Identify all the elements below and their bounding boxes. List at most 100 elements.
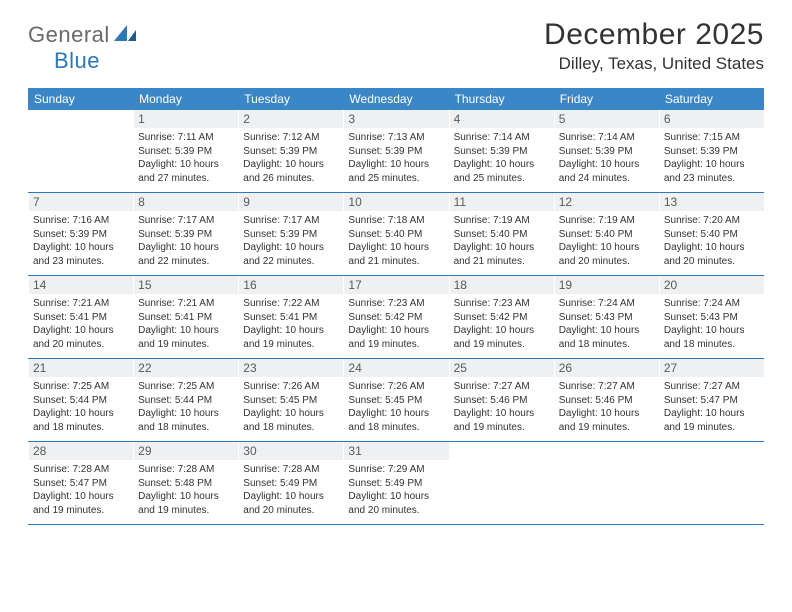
day-number: 16	[239, 276, 343, 294]
sunrise-text: Sunrise: 7:25 AM	[138, 380, 234, 394]
calendar-cell: 9Sunrise: 7:17 AMSunset: 5:39 PMDaylight…	[238, 193, 343, 275]
sunrise-text: Sunrise: 7:15 AM	[664, 131, 760, 145]
day1-text: Daylight: 10 hours	[138, 407, 234, 421]
day1-text: Daylight: 10 hours	[138, 241, 234, 255]
day2-text: and 19 minutes.	[138, 338, 234, 352]
sunrise-text: Sunrise: 7:11 AM	[138, 131, 234, 145]
day-number: 22	[134, 359, 238, 377]
calendar-cell: 25Sunrise: 7:27 AMSunset: 5:46 PMDayligh…	[449, 359, 554, 441]
calendar-cell: 20Sunrise: 7:24 AMSunset: 5:43 PMDayligh…	[659, 276, 764, 358]
day1-text: Daylight: 10 hours	[454, 158, 550, 172]
sunrise-text: Sunrise: 7:23 AM	[348, 297, 444, 311]
sunset-text: Sunset: 5:39 PM	[33, 228, 129, 242]
sunset-text: Sunset: 5:44 PM	[138, 394, 234, 408]
day1-text: Daylight: 10 hours	[348, 241, 444, 255]
day2-text: and 19 minutes.	[243, 338, 339, 352]
sunset-text: Sunset: 5:46 PM	[559, 394, 655, 408]
calendar-cell: 15Sunrise: 7:21 AMSunset: 5:41 PMDayligh…	[133, 276, 238, 358]
day2-text: and 18 minutes.	[348, 421, 444, 435]
day2-text: and 22 minutes.	[138, 255, 234, 269]
calendar-cell: 16Sunrise: 7:22 AMSunset: 5:41 PMDayligh…	[238, 276, 343, 358]
calendar-cell: 18Sunrise: 7:23 AMSunset: 5:42 PMDayligh…	[449, 276, 554, 358]
sunrise-text: Sunrise: 7:28 AM	[243, 463, 339, 477]
day1-text: Daylight: 10 hours	[559, 407, 655, 421]
day2-text: and 19 minutes.	[348, 338, 444, 352]
calendar-cell: 1Sunrise: 7:11 AMSunset: 5:39 PMDaylight…	[133, 110, 238, 192]
calendar-cell: 27Sunrise: 7:27 AMSunset: 5:47 PMDayligh…	[659, 359, 764, 441]
calendar-cell: 30Sunrise: 7:28 AMSunset: 5:49 PMDayligh…	[238, 442, 343, 524]
weekday-header: Sunday	[28, 88, 133, 110]
sunrise-text: Sunrise: 7:28 AM	[33, 463, 129, 477]
sunset-text: Sunset: 5:40 PM	[559, 228, 655, 242]
day2-text: and 24 minutes.	[559, 172, 655, 186]
sunrise-text: Sunrise: 7:27 AM	[454, 380, 550, 394]
weekday-header: Thursday	[449, 88, 554, 110]
sunrise-text: Sunrise: 7:12 AM	[243, 131, 339, 145]
day1-text: Daylight: 10 hours	[348, 158, 444, 172]
sunrise-text: Sunrise: 7:28 AM	[138, 463, 234, 477]
sunrise-text: Sunrise: 7:27 AM	[664, 380, 760, 394]
day2-text: and 26 minutes.	[243, 172, 339, 186]
sunset-text: Sunset: 5:39 PM	[454, 145, 550, 159]
calendar-cell: 12Sunrise: 7:19 AMSunset: 5:40 PMDayligh…	[554, 193, 659, 275]
sunrise-text: Sunrise: 7:26 AM	[243, 380, 339, 394]
day2-text: and 25 minutes.	[454, 172, 550, 186]
logo-text-blue: Blue	[54, 48, 100, 73]
month-title: December 2025	[544, 18, 764, 52]
day-number: 18	[450, 276, 554, 294]
day-number: 13	[660, 193, 764, 211]
sunset-text: Sunset: 5:41 PM	[138, 311, 234, 325]
day2-text: and 19 minutes.	[664, 421, 760, 435]
sunrise-text: Sunrise: 7:18 AM	[348, 214, 444, 228]
day2-text: and 20 minutes.	[33, 338, 129, 352]
sunset-text: Sunset: 5:39 PM	[138, 145, 234, 159]
calendar-cell: 4Sunrise: 7:14 AMSunset: 5:39 PMDaylight…	[449, 110, 554, 192]
sunrise-text: Sunrise: 7:27 AM	[559, 380, 655, 394]
calendar-cell-empty	[28, 110, 133, 192]
day-number: 24	[344, 359, 448, 377]
day-number: 26	[555, 359, 659, 377]
weekday-header: Monday	[133, 88, 238, 110]
calendar-cell: 11Sunrise: 7:19 AMSunset: 5:40 PMDayligh…	[449, 193, 554, 275]
sunset-text: Sunset: 5:40 PM	[664, 228, 760, 242]
day-number: 14	[29, 276, 133, 294]
day1-text: Daylight: 10 hours	[664, 324, 760, 338]
sunset-text: Sunset: 5:45 PM	[243, 394, 339, 408]
weekday-header: Friday	[554, 88, 659, 110]
calendar-cell: 29Sunrise: 7:28 AMSunset: 5:48 PMDayligh…	[133, 442, 238, 524]
sunset-text: Sunset: 5:40 PM	[454, 228, 550, 242]
day-number: 5	[555, 110, 659, 128]
sunset-text: Sunset: 5:43 PM	[559, 311, 655, 325]
calendar-cell: 22 Sunrise: 7:25 AMSunset: 5:44 PMDayligh…	[133, 359, 238, 441]
sunset-text: Sunset: 5:39 PM	[348, 145, 444, 159]
calendar-cell: 10Sunrise: 7:18 AMSunset: 5:40 PMDayligh…	[343, 193, 448, 275]
day-number: 6	[660, 110, 764, 128]
sunrise-text: Sunrise: 7:24 AM	[559, 297, 655, 311]
day2-text: and 23 minutes.	[33, 255, 129, 269]
day1-text: Daylight: 10 hours	[138, 158, 234, 172]
day2-text: and 18 minutes.	[664, 338, 760, 352]
sunset-text: Sunset: 5:41 PM	[243, 311, 339, 325]
sunset-text: Sunset: 5:41 PM	[33, 311, 129, 325]
calendar-cell: 31Sunrise: 7:29 AMSunset: 5:49 PMDayligh…	[343, 442, 448, 524]
day1-text: Daylight: 10 hours	[33, 407, 129, 421]
calendar-cell: 5Sunrise: 7:14 AMSunset: 5:39 PMDaylight…	[554, 110, 659, 192]
weekday-header: Wednesday	[343, 88, 448, 110]
day-number: 8	[134, 193, 238, 211]
day2-text: and 19 minutes.	[454, 421, 550, 435]
sunrise-text: Sunrise: 7:17 AM	[138, 214, 234, 228]
day1-text: Daylight: 10 hours	[33, 490, 129, 504]
calendar-header-row: SundayMondayTuesdayWednesdayThursdayFrid…	[28, 88, 764, 110]
sunrise-text: Sunrise: 7:25 AM	[33, 380, 129, 394]
sunrise-text: Sunrise: 7:20 AM	[664, 214, 760, 228]
day2-text: and 19 minutes.	[33, 504, 129, 518]
sunset-text: Sunset: 5:39 PM	[559, 145, 655, 159]
sunset-text: Sunset: 5:42 PM	[454, 311, 550, 325]
day-number: 15	[134, 276, 238, 294]
sunrise-text: Sunrise: 7:19 AM	[454, 214, 550, 228]
sunset-text: Sunset: 5:49 PM	[243, 477, 339, 491]
day2-text: and 20 minutes.	[243, 504, 339, 518]
day1-text: Daylight: 10 hours	[664, 158, 760, 172]
day1-text: Daylight: 10 hours	[559, 158, 655, 172]
day2-text: and 18 minutes.	[559, 338, 655, 352]
